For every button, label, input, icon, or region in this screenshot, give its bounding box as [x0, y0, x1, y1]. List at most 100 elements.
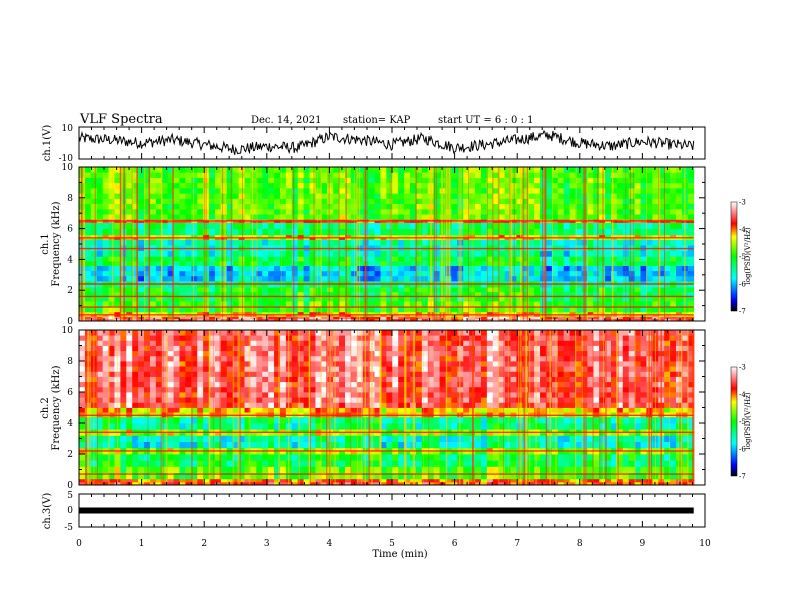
spectrogram-cell	[575, 260, 582, 266]
spectrogram-cell	[534, 275, 541, 282]
spectrogram-cell	[652, 270, 659, 277]
spectrogram-cell	[274, 284, 281, 288]
spectrogram-cell	[297, 198, 305, 205]
spectrogram-cell	[634, 318, 641, 322]
spectrogram-cell	[640, 450, 647, 455]
spectrogram-cell	[640, 441, 647, 449]
spectrogram-cell	[102, 256, 109, 262]
spectrogram-cell	[545, 466, 553, 473]
spectrogram-cell	[475, 284, 482, 288]
spectrogram-cell	[386, 291, 393, 297]
spectrogram-cell	[486, 287, 494, 293]
spectrogram-cell	[587, 441, 594, 449]
spectrogram-cell	[622, 265, 630, 272]
spectrogram-cell	[392, 220, 399, 223]
spectrogram-cell	[126, 265, 133, 272]
spectrogram-cell	[475, 203, 482, 210]
spectrogram-cell	[197, 177, 204, 184]
impulsive-streak	[544, 167, 546, 321]
spectrogram-cell	[297, 454, 305, 461]
spectrogram-cell	[114, 167, 121, 173]
spectrogram-cell	[262, 447, 269, 452]
spectrogram-cell	[232, 172, 239, 178]
spectrogram-cell	[203, 167, 210, 173]
spectrogram-cell	[670, 265, 677, 272]
spectrogram-cell	[120, 450, 127, 455]
spectrogram-cell	[132, 447, 139, 452]
impulsive-streak	[121, 167, 123, 321]
spectrogram-cell	[534, 187, 541, 194]
spectrogram-cell	[540, 472, 547, 480]
spectrogram-cell	[197, 284, 204, 288]
spectrogram-cell	[309, 275, 316, 282]
spectrogram-cell	[149, 296, 157, 302]
spectrogram-cell	[226, 187, 234, 194]
spectrogram-cell	[540, 291, 547, 297]
spectrogram-cell	[687, 318, 695, 322]
spectrogram-cell	[209, 284, 216, 288]
spectrogram-cell	[291, 239, 299, 246]
impulsive-streak	[664, 167, 665, 321]
spectrogram-cell	[84, 193, 92, 199]
spectrogram-cell	[528, 296, 535, 302]
spectrogram-ytick-label: 4	[67, 255, 73, 265]
spectrogram-cell	[96, 260, 104, 266]
spectrogram-cell	[670, 284, 677, 288]
spectrogram-cell	[220, 472, 228, 480]
spectrogram-cell	[132, 300, 139, 307]
spectrogram-cell	[114, 275, 121, 282]
spectrogram-cell	[309, 228, 316, 236]
spectrogram-cell	[238, 280, 245, 285]
spectrogram-cell	[640, 172, 647, 178]
spectrogram-cell	[144, 275, 151, 282]
spectrogram-cell	[102, 287, 109, 293]
spectrogram-cell	[185, 172, 192, 178]
spectrogram-cell	[203, 316, 210, 320]
spectrogram-cell	[138, 256, 145, 262]
spectrogram-cell	[303, 287, 310, 293]
spectrogram-cell	[386, 220, 393, 223]
spectrogram-cell	[510, 296, 517, 302]
spectrogram-cell	[463, 222, 470, 229]
spectrogram-cell	[138, 198, 145, 205]
spectrogram-cell	[676, 472, 683, 480]
spectrogram-cell	[392, 187, 399, 194]
spectrogram-cell	[262, 275, 269, 282]
spectrogram-cell	[226, 222, 234, 229]
spectrogram-cell	[84, 239, 92, 246]
spectrogram-cell	[108, 222, 115, 229]
spectrogram-cell	[262, 472, 269, 480]
spectrogram-cell	[262, 296, 269, 302]
spectrogram-cell	[504, 291, 511, 297]
spectrogram-cell	[161, 460, 169, 467]
spectrogram-cell	[238, 454, 245, 461]
spectrogram-cell	[469, 284, 476, 288]
spectrogram-cell	[634, 466, 641, 473]
spectrogram-cell	[303, 280, 310, 285]
spectrogram-cell	[569, 291, 576, 297]
spectrogram-cell	[327, 220, 334, 223]
spectrogram-cell	[622, 260, 630, 266]
spectrogram-cell	[599, 234, 606, 238]
spectrogram-cell	[285, 167, 293, 173]
spectrogram-cell	[321, 198, 328, 205]
spectrogram-cell	[155, 472, 163, 480]
spectrogram-cell	[540, 460, 547, 467]
spectrogram-cell	[132, 167, 139, 173]
spectrogram-cell	[102, 454, 109, 461]
spectrogram-cell	[616, 265, 624, 272]
spectrogram-cell	[297, 265, 305, 272]
spectrogram-cell	[132, 450, 139, 455]
spectrogram-cell	[605, 250, 612, 257]
spectrogram-cell	[380, 291, 387, 297]
spectrogram-cell	[132, 177, 139, 184]
impulsive-streak	[193, 167, 195, 321]
spectrogram-cell	[516, 466, 523, 473]
spectrogram-cell	[144, 311, 151, 315]
spectrogram-cell	[126, 300, 133, 307]
spectrogram-cell	[404, 472, 411, 480]
impulsive-streak	[131, 167, 133, 321]
spectrogram-cell	[126, 208, 133, 215]
spectrogram-cell	[238, 435, 245, 442]
spectrogram-cell	[315, 182, 322, 189]
